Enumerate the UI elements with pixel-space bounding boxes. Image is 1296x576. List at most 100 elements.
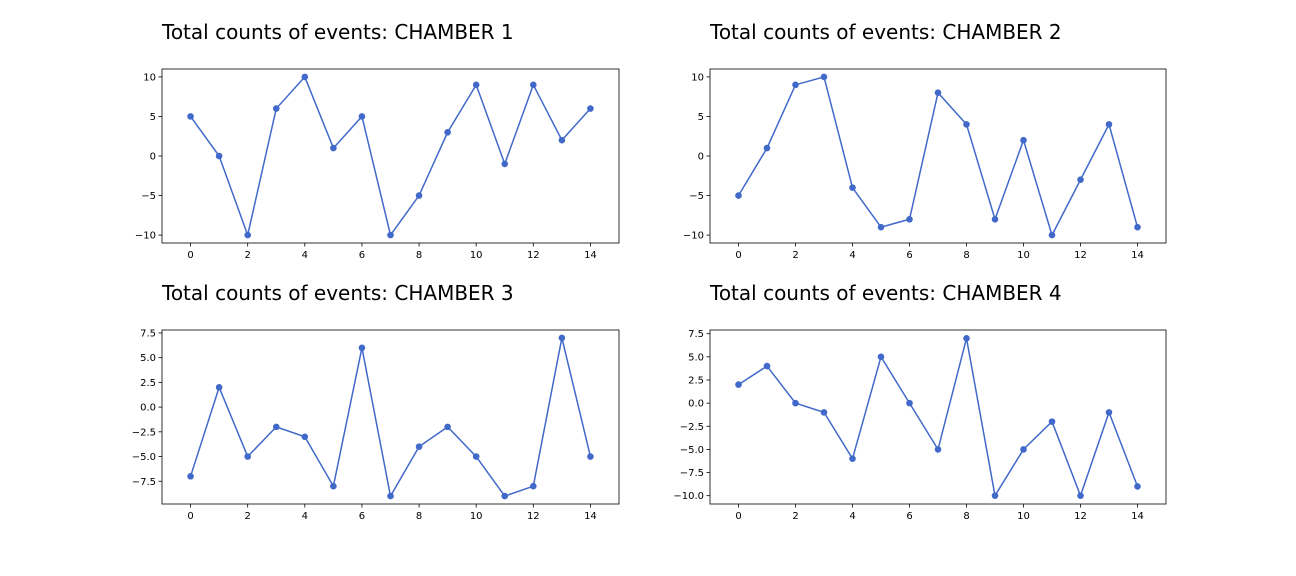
data-point	[472, 81, 480, 89]
y-tick-label: 0.0	[688, 399, 704, 410]
data-point	[906, 215, 913, 223]
y-tick-label: 5.0	[688, 352, 704, 363]
data-point	[1077, 176, 1084, 184]
x-tick-label: 2	[792, 250, 798, 261]
y-tick-label: 5.0	[140, 353, 156, 364]
series-line-2	[737, 75, 1139, 238]
y-tick-label: −10.0	[673, 491, 704, 502]
data-point	[820, 409, 828, 416]
data-point	[934, 446, 942, 453]
x-tick-label: 2	[792, 511, 798, 522]
data-point	[272, 423, 280, 431]
chart-panel-2: Total counts of events: CHAMBER 2 0 2 4 6 8 10…	[683, 20, 1167, 261]
chart-panel-1: Total counts of events: CHAMBER 1 0 2 4 6 8 10…	[135, 20, 620, 261]
data-point	[587, 453, 594, 460]
x-tick-label: 12	[527, 250, 540, 261]
y-tick-label: −5	[689, 191, 704, 202]
data-point	[1020, 136, 1027, 144]
data-point	[877, 223, 885, 231]
data-point	[387, 492, 394, 500]
x-tick-label: 14	[584, 250, 597, 261]
x-tick-label: 2	[245, 250, 251, 261]
series-line-3	[189, 337, 592, 499]
data-point	[763, 362, 771, 370]
data-point	[215, 384, 223, 391]
y-tick-label: −2.5	[680, 422, 704, 433]
data-point	[301, 433, 309, 441]
series-line-1	[189, 75, 591, 238]
data-point	[735, 381, 742, 388]
data-point	[906, 399, 913, 407]
y-tick-label: 7.5	[688, 329, 704, 340]
data-point	[358, 113, 366, 120]
data-point	[187, 473, 194, 480]
data-point	[991, 492, 999, 499]
data-point	[244, 231, 251, 239]
x-tick-label: 8	[963, 250, 969, 261]
data-point	[187, 113, 194, 120]
x-tick-label: 10	[470, 250, 483, 261]
data-point	[501, 160, 509, 168]
x-tick-label: 0	[735, 511, 741, 522]
data-point	[415, 443, 423, 450]
chart-title-3: Total counts of events: CHAMBER 3	[161, 281, 514, 305]
x-tick-label: 6	[906, 511, 912, 522]
data-point	[1020, 446, 1027, 453]
y-tick-label: 0.0	[140, 403, 156, 414]
y-tick-label: 7.5	[140, 328, 156, 339]
y-tick-label: 2.5	[140, 378, 156, 389]
chart-title-1: Total counts of events: CHAMBER 1	[161, 20, 514, 44]
data-point	[472, 453, 480, 460]
chart-panel-3: Total counts of events: CHAMBER 3 0 2 4 6 8 10…	[132, 281, 620, 522]
y-tick-label: −10	[683, 231, 704, 242]
chart-title-2: Total counts of events: CHAMBER 2	[709, 20, 1062, 44]
y-tick-label: 10	[143, 72, 156, 83]
data-point	[1105, 409, 1113, 416]
data-point	[1048, 418, 1056, 425]
data-point	[530, 81, 537, 89]
x-tick-label: 2	[245, 511, 251, 522]
x-tick-label: 0	[187, 250, 193, 261]
data-point	[1105, 121, 1113, 128]
data-point	[587, 105, 594, 112]
series-line-4	[738, 338, 1139, 498]
x-tick-label: 10	[1017, 511, 1030, 522]
data-point	[301, 73, 309, 81]
data-point	[792, 399, 799, 407]
data-point	[358, 344, 366, 352]
data-point	[558, 334, 566, 342]
x-tick-label: 4	[302, 250, 308, 261]
y-tick-label: 0	[698, 152, 704, 163]
data-point	[1134, 483, 1141, 490]
data-point	[963, 335, 970, 342]
data-point	[244, 453, 251, 460]
data-point	[820, 73, 828, 81]
data-point	[792, 81, 799, 89]
x-tick-label: 4	[302, 511, 308, 522]
x-tick-label: 10	[1017, 250, 1030, 261]
data-point	[444, 128, 451, 136]
x-tick-label: 6	[359, 250, 365, 261]
y-tick-label: −5.0	[680, 445, 704, 456]
x-tick-label: 4	[849, 511, 855, 522]
axes-frame-4	[709, 329, 1167, 505]
y-tick-label: −7.5	[680, 468, 704, 479]
x-tick-label: 14	[1131, 250, 1144, 261]
x-tick-label: 10	[470, 511, 483, 522]
y-tick-label: 2.5	[688, 375, 704, 386]
data-point	[1134, 223, 1141, 231]
data-point	[501, 492, 509, 500]
x-tick-label: 6	[359, 511, 365, 522]
x-tick-label: 0	[735, 250, 741, 261]
y-tick-label: 5	[698, 112, 704, 123]
data-point	[849, 184, 856, 191]
x-tick-label: 12	[1074, 250, 1087, 261]
data-point	[530, 482, 537, 490]
data-point	[1077, 492, 1084, 499]
y-tick-label: −7.5	[132, 477, 156, 488]
data-point	[215, 152, 223, 160]
y-tick-label: −2.5	[132, 427, 156, 438]
chart-panel-4: Total counts of events: CHAMBER 4 0 2 4 6 8 10…	[673, 281, 1167, 522]
data-point	[763, 144, 771, 152]
